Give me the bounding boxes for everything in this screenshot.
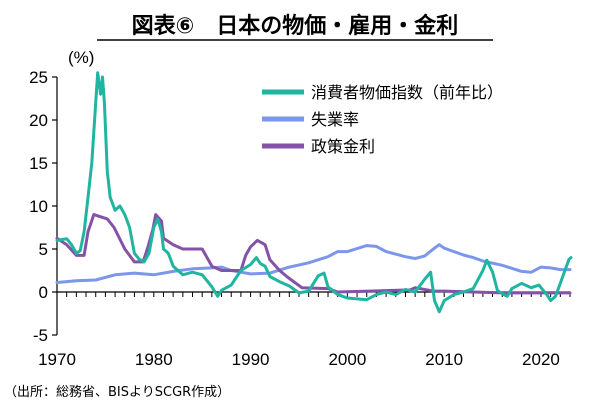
legend-label: 政策金利 xyxy=(311,137,375,156)
y-tick-label: -5 xyxy=(33,326,48,345)
x-tick-label: 1970 xyxy=(38,350,76,369)
chart-title: 図表⑥ 日本の物価・雇用・金利 xyxy=(132,13,459,39)
legend-label: 消費者物価指数（前年比） xyxy=(311,83,503,102)
x-tick-label: 2010 xyxy=(425,350,463,369)
y-unit-label: (%) xyxy=(68,48,94,67)
series-line xyxy=(55,243,572,284)
y-tick-label: 5 xyxy=(39,240,48,259)
x-tick-label: 1990 xyxy=(232,350,270,369)
y-tick-label: 20 xyxy=(29,111,48,130)
x-tick-label: 2000 xyxy=(328,350,366,369)
x-tick-label: 2020 xyxy=(522,350,560,369)
y-tick-label: 15 xyxy=(29,154,48,173)
y-tick-label: 25 xyxy=(29,68,48,87)
y-tick-label: 10 xyxy=(29,197,48,216)
legend-label: 失業率 xyxy=(311,110,359,129)
y-tick-label: 0 xyxy=(39,283,48,302)
x-tick-label: 1980 xyxy=(135,350,173,369)
series-line xyxy=(55,71,573,314)
source-note: （出所：総務省、BISよりSCGR作成） xyxy=(4,385,230,400)
series-lines xyxy=(55,71,573,314)
tick-labels: 25 20 15 10 5 0 -5 1970 1980 1990 2000 2010 2020 xyxy=(29,68,560,369)
